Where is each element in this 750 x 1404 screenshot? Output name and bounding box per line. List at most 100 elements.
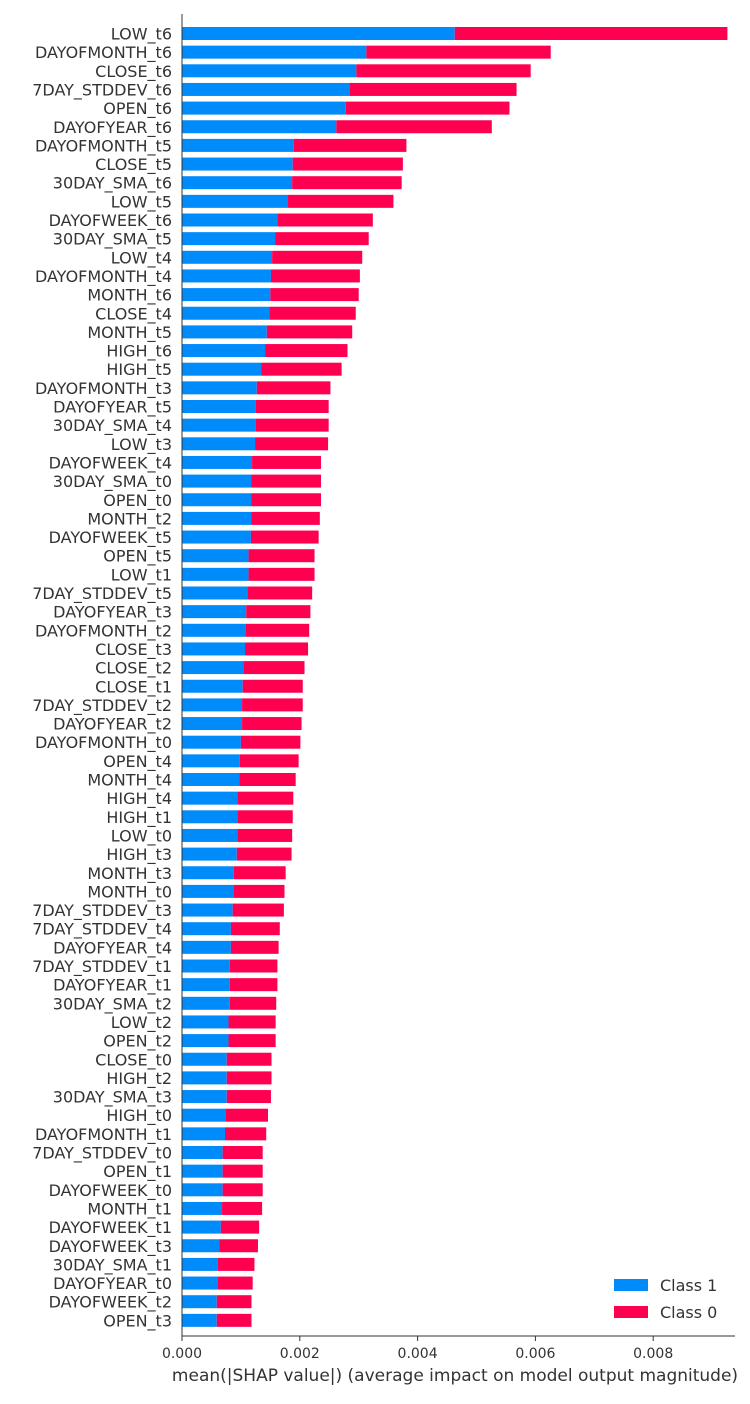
bar-class-0-low-t3 xyxy=(255,437,329,451)
bar-class-0-high-t3 xyxy=(236,847,292,861)
category-label: OPEN_t2 xyxy=(103,1032,172,1052)
bar-class-1-high-t6 xyxy=(182,344,266,358)
bar-class-0-low-t5 xyxy=(288,194,394,208)
bar-class-1-low-t3 xyxy=(182,437,256,451)
category-label: MONTH_t6 xyxy=(87,286,172,306)
bar-class-0-dayofmonth-t1 xyxy=(225,1127,267,1141)
category-label: LOW_t4 xyxy=(111,248,172,268)
category-label: HIGH_t3 xyxy=(106,845,172,865)
category-label: 30DAY_SMA_t2 xyxy=(53,994,172,1014)
category-label: DAYOFYEAR_t0 xyxy=(53,1274,172,1294)
bar-class-1-month-t3 xyxy=(182,866,234,880)
category-label: DAYOFYEAR_t5 xyxy=(53,398,172,418)
bar-class-0-dayofweek-t3 xyxy=(219,1239,258,1253)
bar-class-0-high-t4 xyxy=(237,791,294,805)
bar-class-1-open-t0 xyxy=(182,493,252,507)
bar-class-1-dayofweek-t0 xyxy=(182,1183,223,1197)
bar-class-1-dayofmonth-t5 xyxy=(182,138,294,152)
bar-class-1-high-t0 xyxy=(182,1108,226,1122)
category-label: OPEN_t1 xyxy=(103,1162,172,1182)
bar-class-0-dayofmonth-t5 xyxy=(293,138,407,152)
category-labels: LOW_t6DAYOFMONTH_t6CLOSE_t67DAY_STDDEV_t… xyxy=(32,25,172,1332)
bar-class-1-7day-stddev-t2 xyxy=(182,698,243,712)
bar-class-0-dayofyear-t5 xyxy=(255,400,329,413)
category-label: 30DAY_SMA_t5 xyxy=(53,230,172,250)
bar-class-0-7day-stddev-t2 xyxy=(242,698,303,712)
bar-class-1-dayofyear-t3 xyxy=(182,605,247,619)
bar-class-1-close-t0 xyxy=(182,1052,227,1066)
category-label: 30DAY_SMA_t4 xyxy=(53,416,172,436)
x-tick-label: 0.002 xyxy=(280,1346,320,1362)
bar-class-1-low-t5 xyxy=(182,194,289,208)
category-label: DAYOFWEEK_t4 xyxy=(49,453,172,473)
bar-class-1-open-t1 xyxy=(182,1164,223,1178)
bar-class-1-open-t2 xyxy=(182,1034,229,1048)
bar-class-0-dayofyear-t2 xyxy=(242,717,302,731)
category-label: LOW_t0 xyxy=(111,826,172,846)
category-label: DAYOFYEAR_t3 xyxy=(53,603,172,623)
bar-class-1-dayofweek-t4 xyxy=(182,455,253,469)
bar-class-0-high-t2 xyxy=(226,1071,272,1085)
bar-class-1-dayofmonth-t3 xyxy=(182,381,257,395)
category-label: HIGH_t5 xyxy=(106,360,172,380)
category-label: LOW_t5 xyxy=(111,192,172,212)
bar-class-1-dayofyear-t5 xyxy=(182,400,256,413)
bar-class-0-dayofweek-t1 xyxy=(220,1220,260,1234)
bar-class-0-high-t1 xyxy=(237,810,293,824)
bar-class-0-close-t3 xyxy=(245,642,309,656)
bar-class-0-low-t6 xyxy=(454,27,728,40)
bar-class-1-close-t5 xyxy=(182,157,293,171)
bar-class-1-open-t6 xyxy=(182,101,346,115)
bar-class-0-month-t6 xyxy=(270,288,359,302)
bar-class-0-dayofweek-t4 xyxy=(252,455,321,469)
bar-class-1-dayofyear-t4 xyxy=(182,940,231,954)
bar-class-1-low-t0 xyxy=(182,828,238,842)
bar-class-0-close-t5 xyxy=(292,157,403,171)
bar-class-0-7day-stddev-t4 xyxy=(230,922,280,936)
category-label: DAYOFMONTH_t6 xyxy=(35,43,172,63)
bar-class-1-month-t0 xyxy=(182,884,234,898)
category-label: LOW_t2 xyxy=(111,1013,172,1033)
bar-class-0-close-t6 xyxy=(356,64,531,78)
bar-class-1-7day-stddev-t6 xyxy=(182,82,350,96)
bar-class-1-dayofyear-t0 xyxy=(182,1276,218,1290)
category-label: HIGH_t2 xyxy=(106,1069,172,1089)
category-label: OPEN_t5 xyxy=(103,547,172,567)
category-label: 7DAY_STDDEV_t6 xyxy=(32,80,172,100)
bar-class-1-dayofweek-t1 xyxy=(182,1220,221,1234)
category-label: DAYOFWEEK_t6 xyxy=(49,211,172,231)
category-label: HIGH_t6 xyxy=(106,342,172,362)
category-label: MONTH_t3 xyxy=(87,864,172,884)
bar-class-1-high-t5 xyxy=(182,362,262,376)
bar-class-0-month-t4 xyxy=(239,773,296,786)
x-tick-label: 0.008 xyxy=(633,1346,673,1362)
bar-class-1-low-t1 xyxy=(182,567,249,581)
bar-class-0-dayofyear-t1 xyxy=(229,978,278,992)
category-label: DAYOFMONTH_t0 xyxy=(35,733,172,753)
bar-class-0-dayofmonth-t2 xyxy=(245,623,310,637)
bar-class-1-7day-stddev-t5 xyxy=(182,586,248,600)
category-label: MONTH_t1 xyxy=(87,1199,172,1219)
category-label: DAYOFWEEK_t5 xyxy=(49,528,172,548)
bar-class-0-month-t5 xyxy=(266,325,353,339)
category-label: 30DAY_SMA_t0 xyxy=(53,472,172,492)
bar-class-1-dayofweek-t3 xyxy=(182,1239,220,1253)
bar-class-0-30day-sma-t3 xyxy=(226,1090,271,1104)
bar-class-0-high-t0 xyxy=(225,1108,268,1122)
legend: Class 1 Class 0 xyxy=(614,1276,717,1322)
legend-label: Class 0 xyxy=(660,1303,717,1322)
bar-class-0-open-t1 xyxy=(222,1164,263,1178)
bar-class-0-close-t0 xyxy=(226,1052,272,1066)
bar-class-1-dayofmonth-t6 xyxy=(182,45,367,59)
bar-class-1-30day-sma-t5 xyxy=(182,232,276,246)
bar-class-0-low-t0 xyxy=(237,828,293,842)
axes-layer: 0.000 0.002 0.004 0.006 0.008 xyxy=(162,14,735,1362)
bar-class-0-dayofweek-t5 xyxy=(250,530,319,544)
bar-class-1-7day-stddev-t0 xyxy=(182,1146,223,1159)
bars-layer xyxy=(182,27,728,1327)
bar-class-0-close-t1 xyxy=(242,679,303,693)
category-label: DAYOFYEAR_t1 xyxy=(53,976,172,996)
category-label: 7DAY_STDDEV_t2 xyxy=(32,696,172,716)
x-tick-label: 0.006 xyxy=(515,1346,555,1362)
